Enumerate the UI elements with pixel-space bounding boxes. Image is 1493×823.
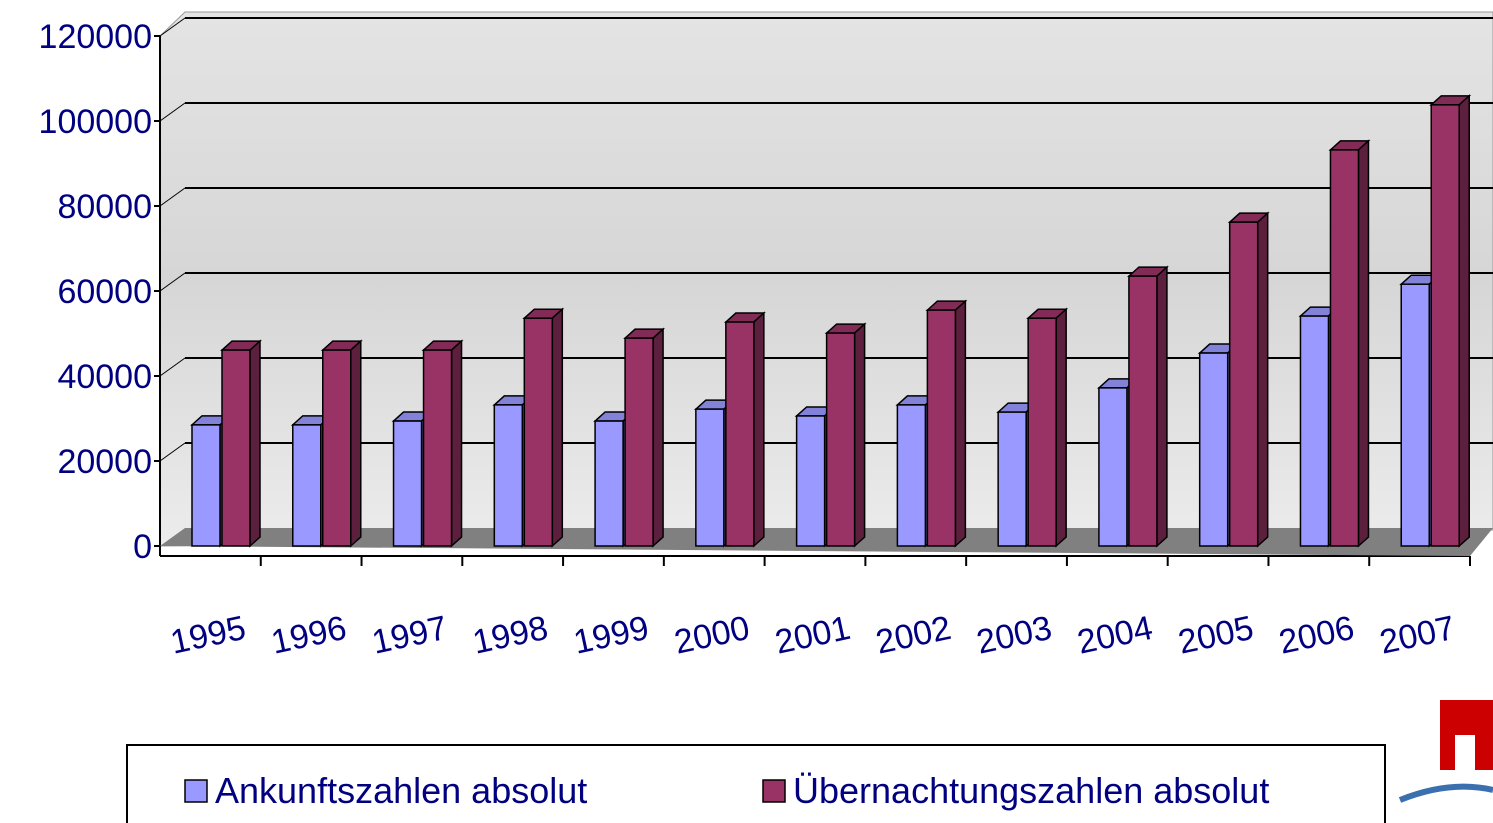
bar-front: [1330, 150, 1358, 546]
x-tick-label: 2001: [772, 609, 854, 662]
x-tick-label: 1995: [167, 609, 249, 662]
bar-front: [726, 322, 754, 546]
x-tick-label: 1999: [570, 609, 652, 662]
x-tick-label: 2006: [1276, 609, 1358, 662]
bar-side: [754, 313, 764, 546]
bar-side: [250, 341, 260, 546]
bar-front: [827, 333, 855, 546]
bar-front: [927, 310, 955, 546]
bar-side: [552, 309, 562, 546]
bar-side: [855, 324, 865, 546]
bar-side: [452, 341, 462, 546]
legend-label: Ankunftszahlen absolut: [215, 770, 587, 811]
legend-label: Übernachtungszahlen absolut: [793, 770, 1269, 811]
bar-front: [222, 350, 250, 546]
legend-swatch: [763, 780, 785, 802]
x-tick-label: 2000: [671, 609, 753, 662]
bar-side: [1258, 213, 1268, 546]
x-tick-label: 1996: [268, 609, 350, 662]
y-tick-label: 120000: [39, 18, 152, 56]
bar-front: [192, 425, 220, 546]
bar: [726, 313, 764, 546]
legend-swatch: [185, 780, 207, 802]
bar-side: [351, 341, 361, 546]
x-tick-label: 1997: [369, 609, 451, 662]
bar-side: [653, 329, 663, 546]
bar-front: [323, 350, 351, 546]
bar: [222, 341, 260, 546]
bar-side: [1157, 267, 1167, 546]
bar-front: [524, 318, 552, 546]
bar-front: [394, 421, 422, 546]
chart: 0 20000 40000 60000 80000 100000 120000 1995 199…: [0, 0, 1493, 823]
bar: [625, 329, 663, 546]
bar-front: [595, 421, 623, 546]
bar-front: [797, 416, 825, 546]
bar-front: [1401, 284, 1429, 546]
bar-front: [625, 338, 653, 546]
bar: [323, 341, 361, 546]
bar-front: [424, 350, 452, 546]
bar: [524, 309, 562, 546]
bar: [1230, 213, 1268, 546]
bar: [1028, 309, 1066, 546]
bar: [1431, 96, 1469, 546]
bar-front: [897, 405, 925, 546]
bar-side: [1459, 96, 1469, 546]
y-tick-label: 40000: [57, 358, 152, 396]
y-tick-label: 100000: [39, 103, 152, 141]
y-tick-label: 0: [133, 528, 152, 566]
x-tick-label: 2004: [1074, 609, 1156, 662]
logo: [1400, 700, 1493, 800]
bar-side: [1358, 141, 1368, 546]
bar: [424, 341, 462, 546]
x-tick-label: 2002: [873, 609, 955, 662]
y-tick-label: 20000: [57, 443, 152, 481]
bar-front: [1028, 318, 1056, 546]
bar: [1129, 267, 1167, 546]
x-tick-label: 1998: [469, 609, 551, 662]
bar-front: [1200, 353, 1228, 546]
bar-front: [494, 405, 522, 546]
bar-side: [1056, 309, 1066, 546]
x-tick-label: 2007: [1376, 609, 1458, 662]
bar: [1330, 141, 1368, 546]
bar-front: [696, 409, 724, 546]
bar-front: [1431, 105, 1459, 546]
bar: [927, 301, 965, 546]
bar-front: [998, 412, 1026, 546]
bar: [827, 324, 865, 546]
bar-front: [1300, 316, 1328, 546]
y-tick-label: 80000: [57, 188, 152, 226]
x-tick-label: 2005: [1175, 609, 1257, 662]
bar-front: [1129, 276, 1157, 546]
bar-side: [955, 301, 965, 546]
x-tick-label: 2003: [973, 609, 1055, 662]
y-tick-label: 60000: [57, 273, 152, 311]
bar-front: [293, 425, 321, 546]
bar-front: [1230, 222, 1258, 546]
bar-front: [1099, 388, 1127, 546]
